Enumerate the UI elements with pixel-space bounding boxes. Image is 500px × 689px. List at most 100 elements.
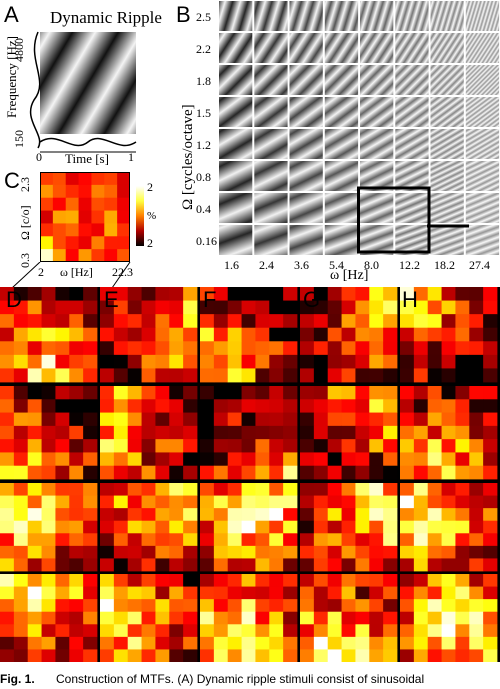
mtf-cell [369,599,384,613]
mtf-cell [427,545,442,559]
mtf-cell [483,624,498,638]
mtf-cell [113,508,129,522]
mtf-cell [327,425,342,440]
mtf-cell [113,354,129,369]
mtf-cell [283,508,298,522]
mtf-cell [469,624,484,638]
mtf-cell [400,599,415,613]
mtf-cell [83,558,98,572]
mtf-cell [355,599,370,613]
mtf-cell [300,386,315,400]
mtf-cell [327,452,342,467]
mtf-cell [313,624,329,638]
panel-b-xtick: 5.4 [329,258,344,272]
mtf-cell [55,354,70,369]
ripple-patch [324,97,359,127]
mtf-cell [141,611,156,625]
mtf-cell [155,586,170,600]
mtf-cell [83,327,98,342]
mtf-cell [227,483,242,496]
mtf-cell [55,649,70,662]
mtf-cell [69,545,84,559]
mtf-cell [41,327,56,342]
panel-b-xtick: 3.6 [294,258,309,272]
mtf-cell [441,412,456,427]
mtf-cell [300,508,315,522]
ripple-patch [430,193,464,223]
mtf-cell [300,558,315,572]
mtf-cell [469,520,484,534]
mtf-cell [413,508,429,522]
mtf-cell [383,495,398,509]
mtf-cell [341,586,356,600]
mtf-cell [169,341,184,356]
mtf-cell [155,574,170,587]
mtf-cell [0,558,15,572]
mtf-cell [213,545,229,559]
mtf-cell [169,533,184,547]
mtf-cell [100,327,115,342]
ripple-patch [289,65,323,95]
mtf-cell [400,439,415,453]
mtf-cell [113,545,129,559]
mtf-cell [327,545,342,559]
mtf-cell [341,314,356,329]
mtf-cell [483,368,498,383]
mtf-cell [113,636,129,650]
mtf-cell [327,483,342,496]
mtf-cell [113,452,129,467]
mtf-cell [169,558,184,572]
mtf-cell [127,354,142,369]
mtf-cell [369,520,384,534]
mtf-cell [141,545,156,559]
mtf-cell [55,533,70,547]
mtf-cell [283,439,298,453]
heatmap-cell [78,197,92,212]
mtf-cell [327,439,342,453]
mtf-cell [241,439,256,453]
mtf-cell [183,495,198,509]
mtf-cell [55,386,70,400]
mtf-cell [127,586,142,600]
mtf-cell [169,483,184,496]
mtf-cell [183,368,198,383]
mtf-cell [213,574,229,587]
mtf-cell [200,287,215,301]
mtf-cell [455,399,470,413]
panel-c-xtick-right: 22.3 [112,265,133,279]
mtf-cell [169,508,184,522]
mtf-cell [69,649,84,662]
mtf-cell [27,574,42,587]
mtf-cell [227,386,242,400]
mtf-cell [0,508,15,522]
mtf-cell [0,399,15,413]
mtf-cell [227,520,242,534]
mtf-cell [213,412,229,427]
mtf-cell [183,386,198,400]
mtf-cell [355,399,370,413]
mtf-cell [155,465,170,480]
mtf-cell [241,574,256,587]
mtf-cell [413,558,429,572]
mtf-cell [369,368,384,383]
mtf-cell [355,545,370,559]
mtf-cell [155,636,170,650]
mtf-cell [427,439,442,453]
mtf-cell [383,636,398,650]
panel-b-ytick: 2.2 [196,42,211,56]
mtf-cell [283,412,298,427]
mtf-cell [200,354,215,369]
mtf-cell [27,300,42,315]
mtf-cell [383,586,398,600]
mtf-cell [300,533,315,547]
mtf-cell [300,636,315,650]
ripple-patch [219,33,253,63]
mtf-cell [69,425,84,440]
ripple-patch [289,193,323,223]
heatmap-cell [65,249,80,262]
mtf-cell [241,287,256,301]
ripple-patch [289,33,323,63]
mtf-cell [255,508,270,522]
mtf-cell [55,624,70,638]
mtf-cell [455,439,470,453]
